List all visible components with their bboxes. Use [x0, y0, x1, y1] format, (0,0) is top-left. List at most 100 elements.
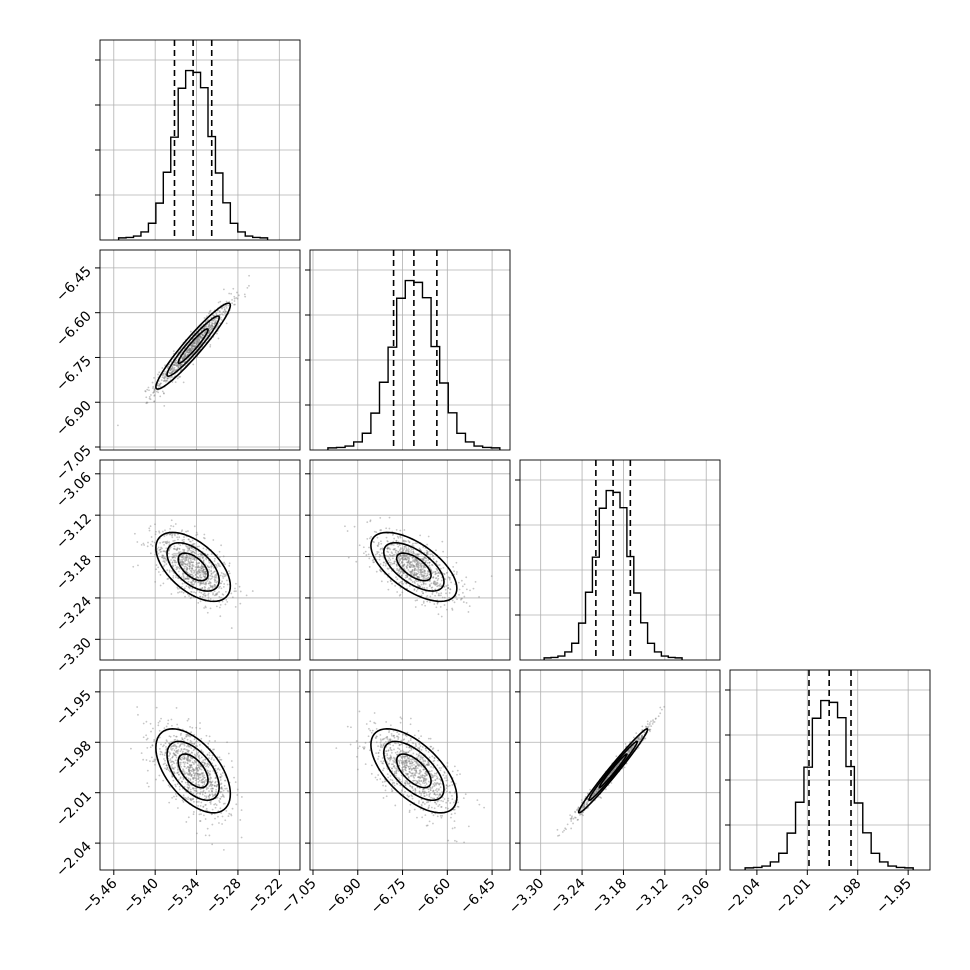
scatter-point — [418, 800, 420, 803]
scatter-point — [209, 578, 212, 581]
scatter-point — [420, 575, 423, 578]
scatter-point — [405, 549, 408, 552]
scatter-point — [207, 787, 210, 790]
scatter-point — [186, 568, 189, 571]
scatter-point — [411, 787, 414, 790]
scatter-point — [406, 731, 409, 734]
scatter-point — [192, 798, 194, 801]
scatter-point — [413, 769, 416, 772]
scatter-point — [203, 537, 206, 540]
scatter-point — [414, 773, 416, 776]
scatter-point — [398, 743, 401, 746]
scatter-point — [191, 766, 194, 769]
scatter-point — [425, 577, 428, 580]
scatter-point — [203, 783, 206, 786]
scatter-point — [427, 761, 430, 764]
scatter-point — [190, 740, 193, 743]
scatter-point — [185, 767, 188, 770]
scatter-point — [364, 763, 367, 765]
scatter-point — [429, 737, 432, 740]
scatter-point — [182, 560, 184, 563]
scatter-point — [189, 566, 191, 568]
scatter-point — [194, 341, 197, 344]
scatter-point — [203, 585, 206, 588]
scatter-point — [175, 754, 177, 757]
scatter-point — [182, 355, 185, 358]
scatter-point — [646, 720, 649, 723]
scatter-point — [451, 784, 454, 786]
scatter-point — [204, 572, 207, 575]
scatter-point — [420, 780, 423, 782]
scatter-point — [186, 547, 189, 550]
scatter-point — [413, 573, 416, 576]
scatter-point — [447, 799, 450, 802]
scatter-point — [453, 570, 455, 573]
scatter-point — [205, 573, 208, 575]
scatter-point — [406, 761, 409, 764]
scatter-point — [422, 592, 424, 595]
scatter-point — [363, 746, 366, 749]
scatter-point — [430, 582, 433, 585]
scatter-point — [172, 565, 174, 568]
scatter-point — [430, 745, 433, 748]
scatter-point — [185, 772, 188, 774]
scatter-point — [404, 761, 407, 764]
scatter-point — [415, 753, 418, 756]
scatter-point — [204, 574, 207, 576]
scatter-point — [183, 771, 186, 773]
scatter-point — [369, 519, 372, 522]
scatter-point — [192, 579, 195, 582]
scatter-point — [651, 723, 654, 725]
scatter-point — [415, 782, 418, 785]
scatter-point — [213, 584, 216, 586]
scatter-point — [415, 564, 418, 566]
scatter-point — [423, 556, 426, 559]
scatter-point — [423, 569, 426, 572]
scatter-point — [199, 335, 202, 338]
scatter-point — [190, 775, 193, 778]
scatter-point — [195, 577, 198, 580]
scatter-point — [408, 760, 411, 762]
scatter-point — [398, 572, 401, 575]
scatter-point — [157, 566, 160, 569]
scatter-point — [169, 528, 172, 530]
scatter-point — [400, 769, 403, 772]
scatter-point — [201, 569, 204, 572]
scatter-point — [206, 554, 209, 556]
scatter-point — [449, 576, 451, 579]
scatter-point — [446, 779, 449, 782]
scatter-point — [416, 553, 419, 556]
scatter-point — [213, 319, 215, 322]
scatter-point — [412, 564, 415, 567]
scatter-point — [190, 347, 193, 350]
scatter-point — [381, 547, 384, 550]
scatter-point — [386, 540, 389, 542]
scatter-point — [177, 749, 180, 751]
scatter-point — [427, 806, 430, 809]
scatter-point — [173, 753, 176, 756]
scatter-point — [213, 794, 216, 796]
scatter-point — [437, 594, 440, 597]
scatter-point — [346, 530, 349, 532]
scatter-point — [209, 598, 212, 600]
scatter-point — [396, 735, 399, 738]
scatter-point — [186, 550, 189, 552]
scatter-point — [197, 576, 200, 579]
scatter-point — [422, 780, 425, 782]
scatter-point — [166, 767, 169, 769]
scatter-point — [380, 552, 383, 555]
scatter-point — [158, 384, 161, 387]
scatter-point — [188, 556, 190, 559]
scatter-point — [222, 794, 225, 797]
scatter-point — [181, 563, 184, 565]
scatter-point — [402, 762, 405, 765]
scatter-point — [200, 581, 202, 584]
scatter-point — [224, 802, 226, 805]
scatter-point — [217, 301, 220, 304]
scatter-point — [220, 786, 223, 789]
scatter-point — [175, 795, 178, 798]
scatter-point — [409, 570, 412, 573]
scatter-point — [234, 781, 237, 784]
scatter-point — [172, 576, 175, 579]
scatter-point — [202, 582, 205, 585]
